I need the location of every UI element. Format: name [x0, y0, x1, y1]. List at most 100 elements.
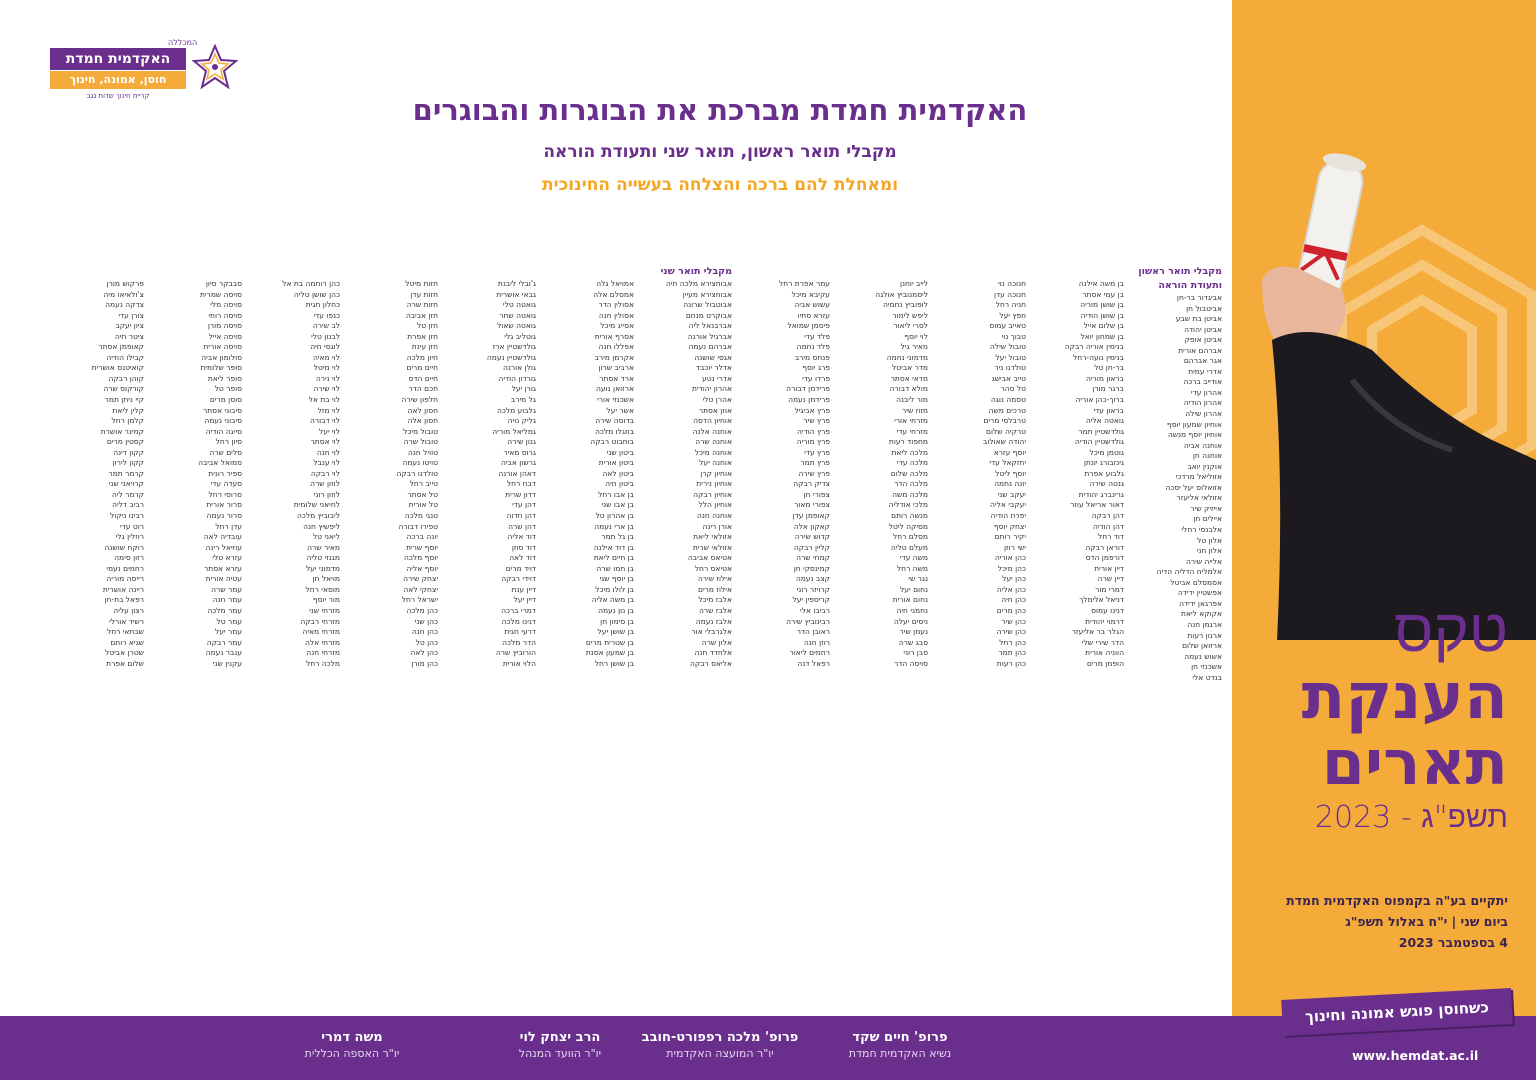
- graduate-name: מעלם טליה: [828, 543, 928, 554]
- graduate-name: קואיטנס אושרית: [44, 363, 144, 374]
- graduate-name-text: קליין רבקה: [793, 542, 830, 552]
- graduate-name: עזרא סתיו: [730, 311, 830, 322]
- graduate-name: גוטליב גלי: [436, 332, 536, 343]
- graduate-name-text: לוי מאיה: [312, 352, 340, 362]
- graduate-name-text: דוד רחל: [1097, 532, 1124, 542]
- graduate-name: ארזואן נועה: [534, 384, 634, 395]
- graduate-name: רפאל בת-חן: [44, 595, 145, 606]
- graduate-name-text: חנוכה עדן: [993, 289, 1026, 299]
- graduate-name-text: כהן חנה: [411, 627, 438, 637]
- graduate-name-text: גרינברג יהודית: [1078, 489, 1124, 499]
- graduate-name-text: לוי מיטל: [313, 363, 340, 373]
- graduate-name-text: מלכי אודליה: [888, 500, 928, 510]
- graduate-name-text: אדלר יוכבד: [695, 363, 732, 373]
- graduate-name: טייב אבישג: [926, 374, 1026, 385]
- graduate-name-text: אביטן בת שבע: [1175, 314, 1222, 324]
- graduate-name-text: הדר מלכה: [502, 637, 536, 647]
- graduate-name: עמר שרה: [142, 585, 242, 596]
- graduate-name-text: ניסים יעלה: [893, 616, 928, 626]
- graduate-name-text: פרץ תמר: [800, 458, 830, 468]
- graduate-name: טסמה נוגה: [926, 395, 1026, 406]
- graduate-name-text: ליפשיץ חנה: [303, 521, 340, 531]
- graduate-name: מור יוסף: [240, 595, 340, 606]
- graduate-name-text: דוראן רבקה: [1085, 542, 1124, 552]
- graduate-name: ליפש לימור: [828, 311, 928, 322]
- graduate-name-text: לופוביץ נחמיה: [882, 300, 928, 310]
- graduate-name: אדרי נטע: [632, 374, 732, 385]
- graduate-name-text: אלבז מיכל: [698, 595, 732, 605]
- graduate-name-text: קצב נעמה: [795, 574, 830, 584]
- graduate-name: יחזקאל עדי: [926, 458, 1026, 469]
- graduate-name-text: מדר אביטל: [892, 363, 928, 373]
- graduate-name-text: יצחקי לאה: [403, 584, 438, 594]
- signature-role: נשיא האקדמית חמדת: [848, 1047, 952, 1060]
- graduate-name: סלים שרה: [142, 448, 242, 459]
- graduate-name: אוחנה אלנה: [632, 427, 732, 438]
- graduate-name-text: פרץ הודיה: [797, 426, 830, 436]
- graduate-name-text: ארביב שרון: [598, 363, 634, 373]
- graduate-name-text: אלון טל: [1197, 535, 1222, 545]
- website-link[interactable]: www.hemdat.ac.il: [1352, 1048, 1479, 1063]
- graduate-name: קרמר ליה: [44, 490, 144, 501]
- graduate-name-text: אייזיק שיר: [1190, 503, 1222, 513]
- graduate-name: סוסן מרים: [142, 395, 242, 406]
- graduate-name-text: טל אורית: [408, 500, 438, 510]
- graduate-name-text: טל סהר: [1000, 384, 1026, 394]
- graduate-name: אברהם נעמה: [632, 342, 732, 353]
- graduate-name: אלחדד חנה: [632, 648, 732, 659]
- graduate-name-text: הגלר בר אליעזר: [1071, 627, 1124, 637]
- graduate-name: אהרון עדי: [1122, 388, 1222, 399]
- graduate-name: בן יוסף שני: [534, 574, 634, 585]
- graduate-name-text: גוטמן מיכל: [1089, 447, 1124, 457]
- graduate-name-text: חנוכה נוי: [998, 279, 1026, 288]
- graduate-name: קאופמן עדן: [730, 511, 830, 522]
- graduate-name: פרץ הודיה: [730, 427, 830, 438]
- graduate-name: מגנזי טליה: [240, 553, 340, 564]
- graduate-name: אביגדור בר-חן: [1122, 293, 1222, 304]
- graduate-name: קריספין יעל: [730, 595, 830, 606]
- graduate-name: הווניה אורית: [1024, 648, 1124, 659]
- graduate-name-text: קאופמן אסתר: [98, 342, 144, 352]
- graduate-name: דוד לאה: [436, 553, 536, 564]
- graduate-name-text: רחמים נעמי: [106, 563, 144, 573]
- graduate-name-text: קמינר אושרת: [100, 426, 144, 436]
- graduate-name: קלמן רחל: [44, 416, 144, 427]
- graduate-name-text: צפורי מאור: [794, 500, 830, 510]
- graduate-name-text: כהן אוריה: [994, 553, 1026, 563]
- graduate-name: לוי חנה: [240, 448, 340, 459]
- graduate-name: גמליאל מוריה: [436, 427, 536, 438]
- graduate-name: קסטין מרים: [44, 437, 144, 448]
- graduate-name: מנשה רותם: [828, 511, 928, 522]
- signature-1: פרופ' חיים שקד נשיא האקדמית חמדת: [810, 1030, 990, 1061]
- graduate-name: מלכה שלום: [828, 469, 928, 480]
- graduate-name-text: מוסאי רחל: [305, 584, 340, 594]
- graduate-name-text: מזרחי מאיה: [302, 627, 340, 637]
- graduate-name: גלבוע אפרת: [1024, 469, 1124, 480]
- graduate-name-text: עקנין שני: [212, 658, 242, 668]
- graduate-name-text: דניאל אלימלך: [1079, 595, 1124, 605]
- graduate-name-text: הופמן מרים: [1086, 658, 1124, 668]
- graduate-name-text: מאיר שרה: [307, 542, 340, 552]
- graduate-name-text: לב שירה: [312, 321, 340, 331]
- graduate-name: אהרון שילה: [1122, 409, 1222, 420]
- graduate-name: משה עדי: [828, 553, 928, 564]
- graduate-name-text: גרשון אביה: [500, 458, 536, 468]
- graduate-name: חזן אפרת: [338, 332, 438, 343]
- graduate-name-text: אפרגאן ידידה: [1179, 598, 1222, 608]
- graduate-name-text: דיין יעל: [513, 595, 536, 605]
- graduate-name: אסייג מיכל: [534, 321, 634, 332]
- graduate-name-text: צורן עדי: [118, 310, 144, 320]
- graduate-name: פרץ תמר: [730, 458, 830, 469]
- graduate-name-text: מזרחי אלה: [304, 637, 340, 647]
- graduate-name-text: קאופמן עדן: [792, 511, 830, 521]
- graduate-name-text: לבנון טלי: [311, 331, 340, 341]
- graduate-name-text: בנימין אוריה רבקה: [1064, 342, 1124, 352]
- graduate-name-text: אשכנזי אורי: [597, 395, 634, 405]
- graduate-name-text: כחלון חגית: [305, 300, 340, 310]
- graduate-name: יוסף ליטל: [926, 469, 1026, 480]
- graduate-name-text: ברגר מורן: [1092, 384, 1124, 394]
- graduate-name-text: רוקח שושנה: [104, 542, 144, 552]
- names-column: אמויאל גלה אמסלם אלה אסולין הדר אסולין חנה א…: [534, 265, 634, 669]
- graduate-name-text: קמחי שרה: [796, 553, 830, 563]
